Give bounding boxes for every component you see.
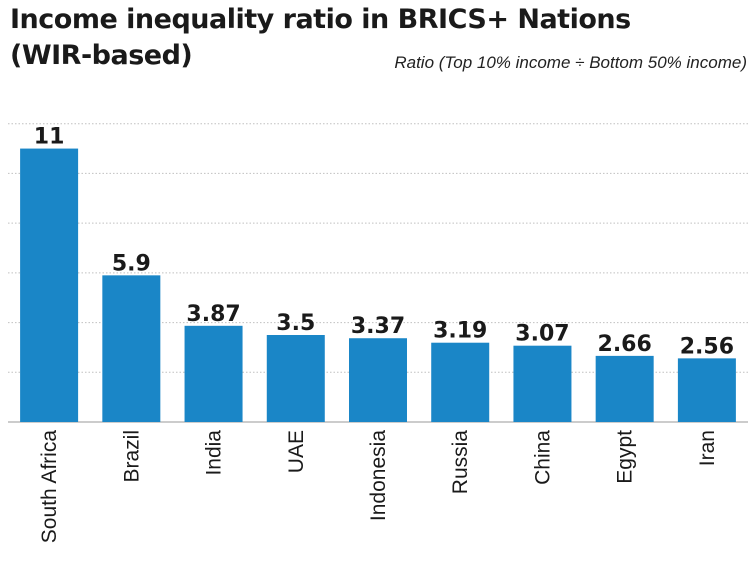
tick-label-russia: Russia bbox=[449, 430, 472, 495]
tick-label-brazil: Brazil bbox=[120, 430, 143, 483]
bar-brazil bbox=[102, 275, 161, 422]
chart-title-line2: (WIR-based) bbox=[10, 40, 193, 71]
chart-subtitle: Ratio (Top 10% income ÷ Bottom 50% incom… bbox=[394, 53, 747, 72]
bar-russia bbox=[431, 342, 490, 422]
bar-south-africa bbox=[20, 148, 79, 423]
value-label-russia: 3.19 bbox=[433, 319, 487, 344]
bar-china bbox=[513, 345, 572, 422]
tick-label-indonesia: Indonesia bbox=[367, 430, 390, 521]
chart-title-line1: Income inequality ratio in BRICS+ Nation… bbox=[10, 4, 631, 35]
value-label-brazil: 5.9 bbox=[112, 251, 151, 276]
bar-uae bbox=[266, 335, 325, 422]
bar-indonesia bbox=[349, 338, 407, 422]
value-label-uae: 3.5 bbox=[276, 311, 315, 336]
value-labels: 11 5.9 3.87 3.5 3.37 3.19 3.07 2.66 2.56 bbox=[34, 125, 734, 360]
tick-label-uae: UAE bbox=[285, 430, 308, 473]
bar-india bbox=[184, 325, 243, 422]
bar-egypt bbox=[595, 355, 654, 422]
category-tick-labels: South Africa Brazil India UAE Indonesia Russi… bbox=[38, 430, 719, 544]
tick-label-south-africa: South Africa bbox=[38, 430, 61, 544]
value-label-india: 3.87 bbox=[186, 302, 240, 327]
value-label-south-africa: 11 bbox=[34, 125, 65, 150]
value-label-indonesia: 3.37 bbox=[351, 314, 405, 339]
value-label-china: 3.07 bbox=[515, 322, 569, 347]
chart-title: Income inequality ratio in BRICS+ Nation… bbox=[10, 2, 631, 74]
tick-label-india: India bbox=[203, 430, 226, 476]
tick-label-china: China bbox=[531, 430, 554, 485]
value-label-iran: 2.56 bbox=[680, 334, 734, 359]
tick-label-egypt: Egypt bbox=[614, 430, 637, 484]
bars bbox=[20, 148, 736, 423]
bar-iran bbox=[677, 358, 736, 422]
value-label-egypt: 2.66 bbox=[598, 332, 652, 357]
tick-label-iran: Iran bbox=[696, 430, 719, 466]
